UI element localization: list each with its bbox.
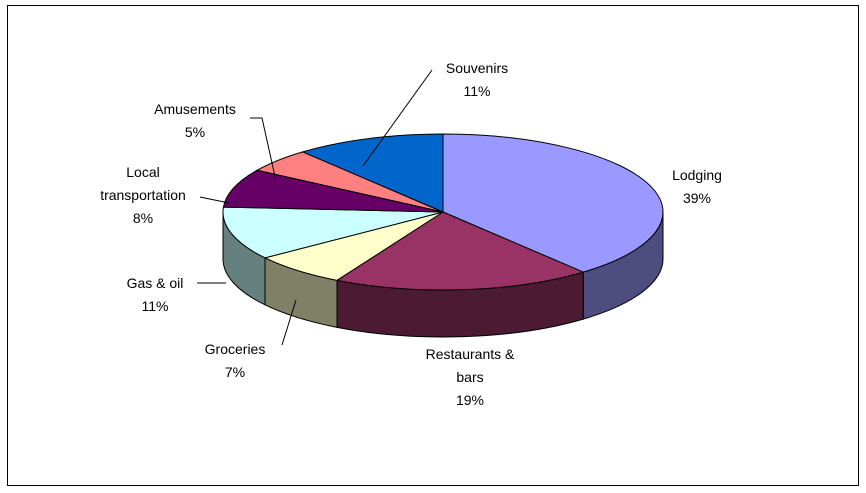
value-label: 11%: [141, 298, 169, 314]
category-label: Local transportation: [100, 164, 186, 203]
category-label: Amusements: [154, 101, 236, 117]
value-label: 19%: [455, 392, 485, 408]
leader-line: [250, 117, 277, 182]
slice: [222, 206, 444, 259]
leader-line: [281, 299, 297, 346]
slice: [442, 133, 664, 273]
slice: [335, 211, 585, 291]
category-label: Gas & oil: [126, 275, 184, 291]
value-label: 39%: [682, 190, 712, 206]
slice-label: Lodging 39%: [642, 164, 752, 210]
leader-line: [199, 196, 230, 204]
slice-label: Amusements 5%: [140, 98, 250, 144]
value-label: 7%: [224, 364, 246, 380]
leader-line: [362, 69, 433, 167]
category-label: Restaurants & bars: [425, 346, 515, 385]
slice: [301, 133, 444, 213]
category-label: Groceries: [204, 341, 266, 357]
value-label: 8%: [132, 210, 154, 226]
category-label: Lodging: [672, 167, 722, 183]
slice-label: Restaurants & bars 19%: [415, 343, 525, 412]
value-label: 11%: [463, 83, 491, 99]
slice-label: Gas & oil 11%: [100, 272, 210, 318]
slice-label: Groceries 7%: [180, 338, 290, 384]
category-label: Souvenirs: [445, 60, 509, 76]
slice-label: Local transportation 8%: [88, 161, 198, 230]
slice-label: Souvenirs 11%: [422, 57, 532, 103]
slice: [222, 169, 444, 213]
value-label: 5%: [184, 124, 206, 140]
